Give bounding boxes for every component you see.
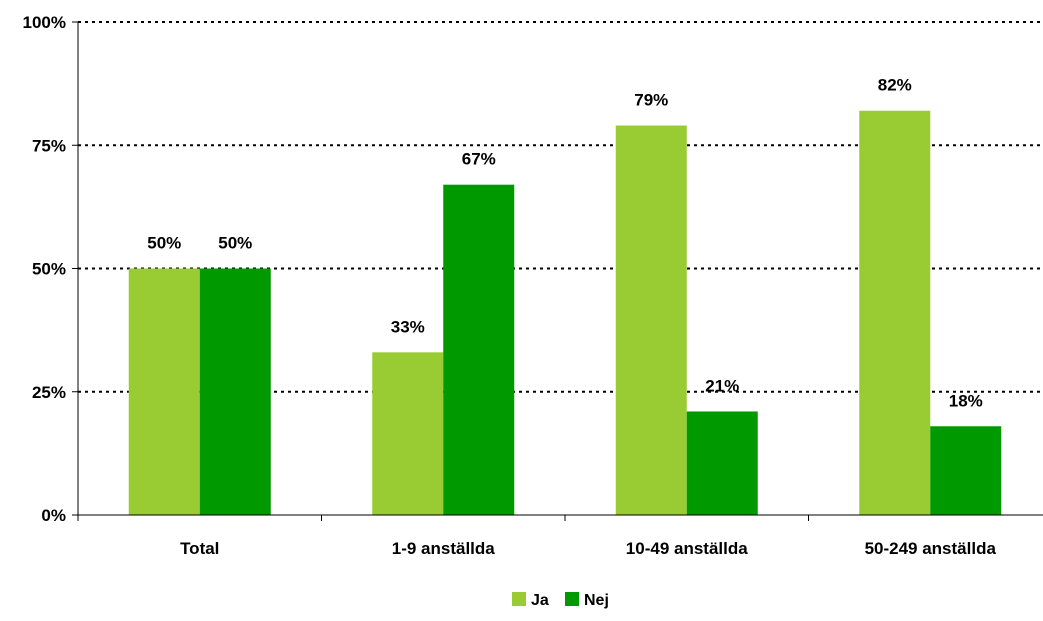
- data-label: 50%: [147, 234, 181, 253]
- bars: [128, 110, 1002, 516]
- data-label: 67%: [462, 150, 496, 169]
- category-label: Total: [180, 539, 219, 558]
- category-labels: Total 1-9 anställda 10-49 anställda 50-249 …: [180, 539, 996, 558]
- bar-ja-1: [372, 352, 444, 515]
- bar-ja-2: [615, 125, 687, 515]
- legend: Ja Nej: [512, 592, 609, 609]
- axes: [72, 21, 1043, 521]
- y-tick-label: 50%: [32, 260, 66, 279]
- category-label: 50-249 anställda: [865, 539, 997, 558]
- data-label: 82%: [878, 76, 912, 95]
- data-label: 79%: [634, 91, 668, 110]
- bar-nej-1: [443, 184, 515, 515]
- y-tick-label: 0%: [41, 506, 66, 525]
- bar-nej-0: [199, 268, 271, 515]
- y-tick-label: 25%: [32, 383, 66, 402]
- legend-label-ja: Ja: [531, 592, 549, 609]
- bar-ja-3: [859, 110, 931, 516]
- y-tick-labels: 0% 25% 50% 75% 100%: [23, 13, 66, 525]
- y-tick-label: 75%: [32, 136, 66, 155]
- legend-swatch-ja: [512, 592, 526, 606]
- data-label: 50%: [218, 234, 252, 253]
- bar-nej-3: [930, 426, 1002, 515]
- data-labels: 50% 50% 33% 67% 79% 21% 82% 18%: [147, 76, 983, 411]
- legend-swatch-nej: [565, 592, 579, 606]
- bar-ja-0: [128, 268, 200, 515]
- category-label: 10-49 anställda: [626, 539, 748, 558]
- y-tick-label: 100%: [23, 13, 66, 32]
- legend-label-nej: Nej: [584, 592, 609, 609]
- data-label: 33%: [391, 317, 425, 336]
- data-label: 18%: [949, 391, 983, 410]
- data-label: 21%: [705, 376, 739, 395]
- bar-nej-2: [686, 411, 758, 515]
- category-label: 1-9 anställda: [392, 539, 496, 558]
